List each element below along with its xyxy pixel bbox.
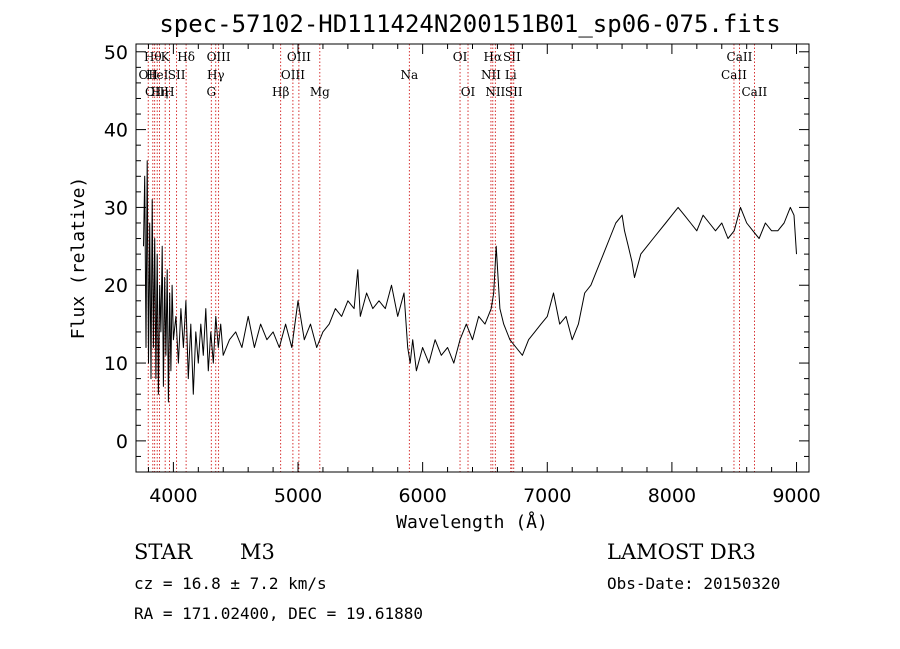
x-tick-label: 9000 <box>772 485 820 507</box>
series-layer <box>143 160 797 403</box>
y-tick-label: 20 <box>104 275 128 297</box>
spectral-line-label: K <box>161 50 171 64</box>
observation-date: Obs-Date: 20150320 <box>607 574 781 593</box>
y-tick-label: 50 <box>104 42 128 64</box>
spectral-line-label: OI <box>461 85 476 99</box>
x-tick-label: 4000 <box>149 485 197 507</box>
x-tick-label: 8000 <box>648 485 696 507</box>
spectral-line-label: OI <box>453 50 468 64</box>
y-tick-label: 40 <box>104 120 128 142</box>
spectral-line-label: OIII <box>287 50 311 64</box>
spectral-line-label: Hδ <box>177 50 195 64</box>
spectral-line-label: H <box>164 85 174 99</box>
plot-frame <box>135 43 810 473</box>
spectral-line-label: Hβ <box>272 85 289 99</box>
spectral-line-label: OII <box>145 85 165 99</box>
line-marker-layer: OIIHθOIIHeIHηKHSIIHδGHγOIIIHβOIIIOIIIMgN… <box>139 44 768 472</box>
flux-series-line <box>143 160 797 403</box>
coordinates: RA = 171.02400, DEC = 19.61880 <box>134 604 423 623</box>
spectral-line-label: SII <box>168 68 186 82</box>
x-tick-label: 7000 <box>523 485 571 507</box>
y-tick-label: 10 <box>104 353 128 375</box>
spectral-line-label: G <box>206 85 216 99</box>
spectral-line-label: NII <box>485 85 505 99</box>
x-tick-label: 6000 <box>398 485 446 507</box>
x-axis-label: Wavelength (Å) <box>396 511 548 533</box>
spectral-line-label: NII <box>481 68 501 82</box>
spectral-line-label: Na <box>400 68 418 82</box>
object-subclass: M3 <box>240 540 275 564</box>
chart-title: spec-57102-HD111424N200151B01_sp06-075.f… <box>159 10 780 38</box>
spectral-line-label: SII <box>505 85 523 99</box>
y-axis-label: Flux (relative) <box>68 177 89 340</box>
spectral-line-label: Hγ <box>207 68 225 82</box>
y-tick-label: 0 <box>116 431 128 453</box>
object-class: STAR <box>134 540 193 564</box>
x-axis: 4000 5000 6000 7000 8000 9000 <box>147 44 821 507</box>
spectral-line-label: CaII <box>721 68 747 82</box>
spectral-line-label: Hη <box>151 85 169 99</box>
spectral-line-label: SII <box>503 50 521 64</box>
spectral-line-label: Li <box>505 68 517 82</box>
spectral-line-label: OIII <box>281 68 305 82</box>
x-tick-label: 5000 <box>274 485 322 507</box>
redshift-velocity: cz = 16.8 ± 7.2 km/s <box>134 574 327 593</box>
spectral-line-label: OIII <box>207 50 231 64</box>
spectral-line-label: CaII <box>727 50 753 64</box>
spectral-line-label: CaII <box>741 85 767 99</box>
survey-name: LAMOST DR3 <box>607 540 756 564</box>
y-tick-label: 30 <box>104 197 128 219</box>
spectral-line-label: Hθ <box>144 50 162 64</box>
spectral-line-label: HeI <box>146 68 169 82</box>
spectral-line-label: Mg <box>310 85 330 99</box>
y-axis: 0 10 20 30 40 50 <box>104 42 809 457</box>
spectral-line-label: OII <box>139 68 159 82</box>
spectral-line-label: Hα <box>484 50 503 64</box>
